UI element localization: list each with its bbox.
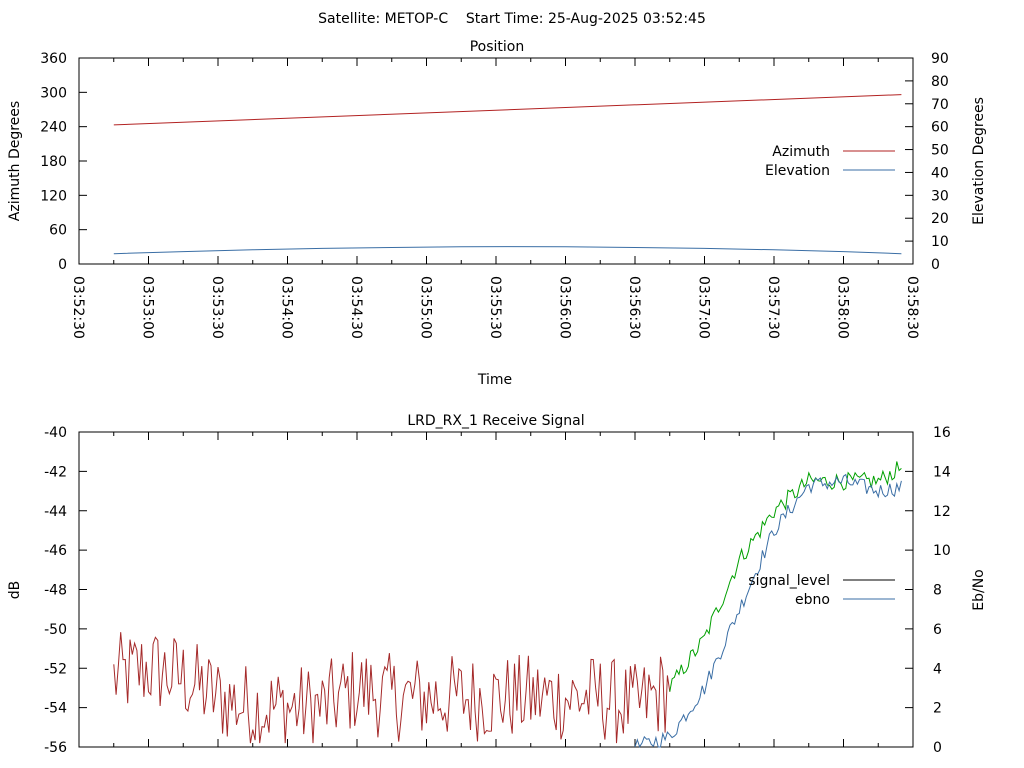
receive-y-tick-label: -42 [44,464,67,480]
position-y2-tick-label: 40 [931,165,949,181]
position-x-axis-label: Time [477,372,512,388]
position-y2-tick-label: 70 [931,97,949,113]
position-y2-tick-label: 0 [931,257,940,273]
position-x-tick-label: 03:54:00 [279,276,295,339]
position-series-azimuth-line [113,94,902,126]
position-y2-tick-label: 30 [931,188,949,204]
figure-title: Satellite: METOP-C Start Time: 25-Aug-20… [318,11,706,27]
position-chart: Position 0 60 120 180 240 300 360 0 10 20 30 40 50 6… [7,39,987,388]
position-x-tick-label: 03:56:00 [557,276,573,339]
receive-signal-chart-title: LRD_RX_1 Receive Signal [407,413,584,429]
position-series-elevation-line [113,246,902,255]
position-y-axis-label: Azimuth Degrees [7,101,23,221]
position-y2-tick-label: 50 [931,143,949,159]
receive-series-signal-level-line [113,632,671,744]
position-x-tick-label: 03:55:30 [487,276,503,339]
receive-y-tick-label: -54 [44,701,67,717]
receive-y2-tick-label: 12 [933,504,951,520]
receive-y2-tick-label: 14 [933,464,951,480]
receive-y-tick-label: -48 [44,583,67,599]
receive-y2-tick-label: 10 [933,543,951,559]
receive-y2-tick-label: 16 [933,425,951,441]
position-y-tick-label: 60 [49,223,67,239]
position-y2-tick-label: 80 [931,74,949,90]
receive-y-tick-label: -46 [44,543,67,559]
position-y2-axis-label: Elevation Degrees [971,97,987,225]
receive-y2-tick-label: 6 [933,622,942,638]
position-x-tick-label: 03:56:30 [626,276,642,339]
receive-signal-y-axis-label: dB [7,581,23,600]
position-x-tick-label: 03:58:30 [904,276,920,339]
position-y-tick-label: 300 [40,85,67,101]
position-y-tick-label: 120 [40,188,67,204]
position-x-tick-label: 03:53:30 [209,276,225,339]
position-x-tick-label: 03:58:00 [835,276,851,339]
position-x-tick-label: 03:57:30 [765,276,781,339]
position-y2-tick-label: 20 [931,211,949,227]
receive-y2-tick-label: 2 [933,701,942,717]
receive-legend-label-signal-level: signal_level [748,573,830,589]
receive-signal-plot-area [78,431,914,748]
position-x-tick-label: 03:52:30 [70,276,86,339]
receive-series-ebno-line [634,473,902,748]
position-plot-area [78,57,914,265]
position-legend-label-elevation: Elevation [765,163,830,179]
position-y-tick-label: 180 [40,154,67,170]
position-x-tick-label: 03:57:00 [696,276,712,339]
receive-series-signal-level-locked-line [669,461,902,692]
receive-y2-tick-label: 8 [933,583,942,599]
position-y-tick-label: 0 [58,257,67,273]
receive-y2-tick-label: 0 [933,740,942,756]
position-y2-tick-label: 90 [931,51,949,67]
receive-y-tick-label: -44 [44,504,67,520]
receive-legend-label-ebno: ebno [795,592,830,608]
position-y2-tick-label: 60 [931,120,949,136]
receive-y-tick-label: -40 [44,425,67,441]
receive-signal-chart: LRD_RX_1 Receive Signal -56 -54 -52 -50 -48 -… [7,413,987,756]
position-legend-label-azimuth: Azimuth [772,144,830,160]
position-x-tick-label: 03:53:00 [140,276,156,339]
receive-y2-tick-label: 4 [933,661,942,677]
position-y2-tick-label: 10 [931,234,949,250]
receive-y-tick-label: -50 [44,622,67,638]
position-x-tick-label: 03:55:00 [418,276,434,339]
receive-signal-y2-axis-label: Eb/No [971,569,987,611]
position-y-tick-label: 360 [40,51,67,67]
receive-y-tick-label: -56 [44,740,67,756]
position-chart-title: Position [470,39,525,55]
position-x-tick-label: 03:54:30 [348,276,364,339]
receive-y-tick-label: -52 [44,661,67,677]
position-y-tick-label: 240 [40,120,67,136]
